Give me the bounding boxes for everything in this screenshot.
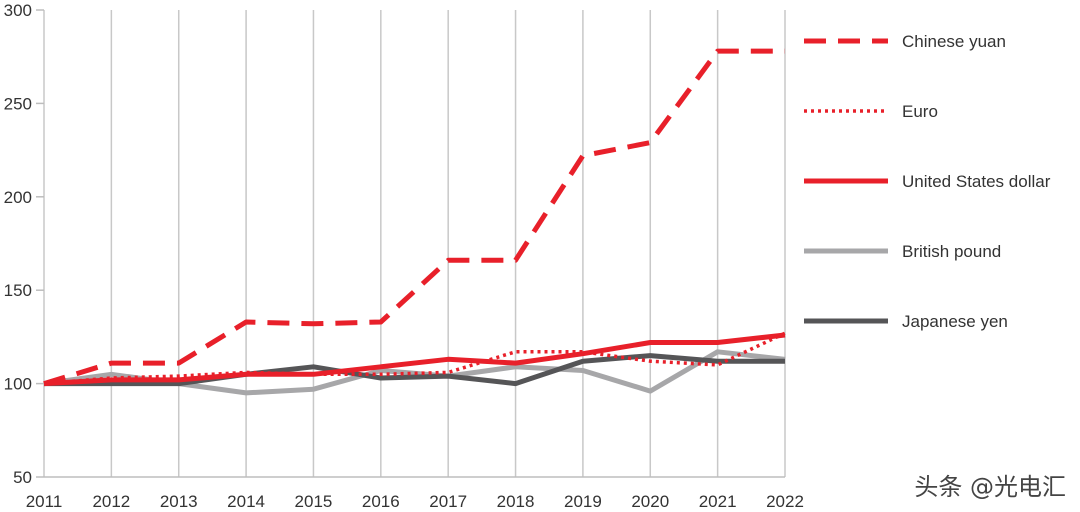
legend-item: Chinese yuan [804, 32, 1006, 51]
legend-item: British pound [804, 242, 1001, 261]
series-line-chinese-yuan [43, 48, 785, 386]
y-tick-label: 50 [13, 468, 32, 487]
grid [43, 10, 786, 477]
series-lines [43, 48, 786, 396]
x-tick-label: 2020 [631, 492, 669, 511]
y-tick-label: 300 [4, 1, 32, 20]
x-tick-label: 2014 [227, 492, 265, 511]
x-tick-label: 2016 [362, 492, 400, 511]
legend-item: Euro [804, 102, 938, 121]
x-tick-label: 2012 [92, 492, 130, 511]
legend-label: United States dollar [902, 172, 1051, 191]
y-tick-label: 250 [4, 94, 32, 113]
legend-label: Euro [902, 102, 938, 121]
x-tick-label: 2022 [766, 492, 804, 511]
y-tick-label: 100 [4, 375, 32, 394]
y-tick-label: 200 [4, 188, 32, 207]
x-tick-label: 2015 [295, 492, 333, 511]
series-line-japanese-yen [44, 353, 785, 387]
series-line-united-states-dollar [43, 332, 786, 387]
x-tick-label: 2011 [26, 492, 63, 511]
x-tick-label: 2013 [160, 492, 198, 511]
legend-label: British pound [902, 242, 1001, 261]
legend-label: Chinese yuan [902, 32, 1006, 51]
watermark: 头条 @光电汇 [914, 473, 1066, 501]
x-tick-label: 2021 [699, 492, 737, 511]
x-tick-label: 2018 [497, 492, 535, 511]
y-tick-label: 150 [4, 281, 32, 300]
legend-label: Japanese yen [902, 312, 1008, 331]
axes: 50 100 150 200 250 300 2011 2012 2013 2014 2015 201… [4, 1, 804, 511]
x-tick-label: 2019 [564, 492, 602, 511]
legend-item: United States dollar [804, 172, 1051, 191]
legend-item: Japanese yen [804, 312, 1008, 331]
x-tick-label: 2017 [429, 492, 467, 511]
legend: Chinese yuan Euro United States dollar Brit… [804, 32, 1051, 331]
